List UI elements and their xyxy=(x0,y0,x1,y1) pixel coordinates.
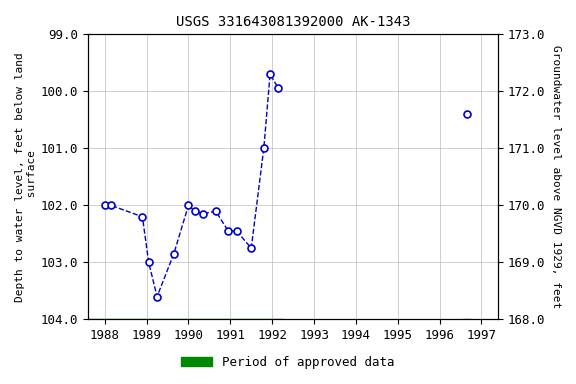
Y-axis label: Groundwater level above NGVD 1929, feet: Groundwater level above NGVD 1929, feet xyxy=(551,45,561,308)
Title: USGS 331643081392000 AK-1343: USGS 331643081392000 AK-1343 xyxy=(176,15,410,29)
Legend: Period of approved data: Period of approved data xyxy=(176,351,400,374)
Y-axis label: Depth to water level, feet below land
 surface: Depth to water level, feet below land su… xyxy=(15,52,37,302)
